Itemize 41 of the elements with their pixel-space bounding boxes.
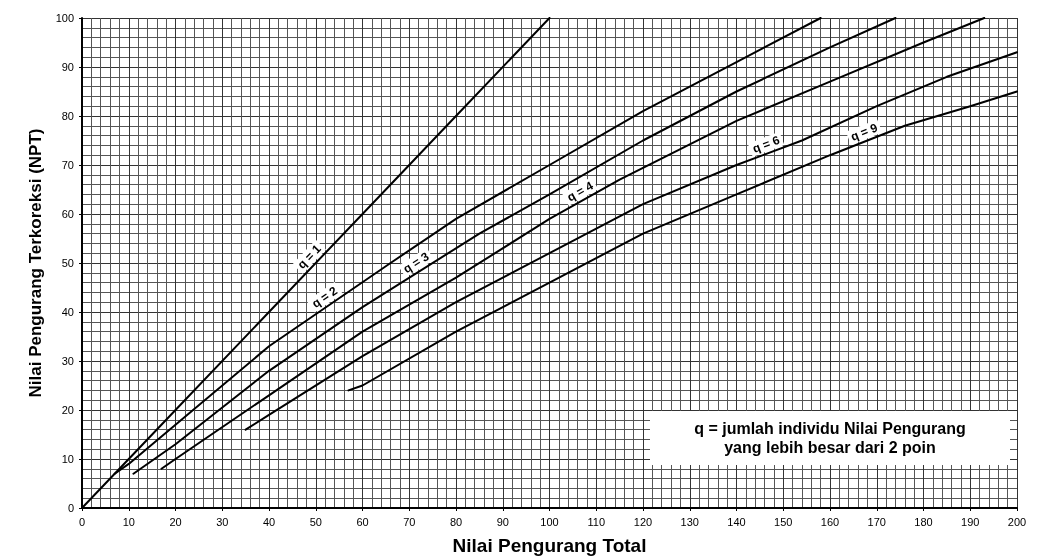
x-tick-label: 40 (262, 515, 276, 528)
y-tick-label: 100 (55, 12, 74, 24)
y-tick-label: 60 (61, 208, 74, 220)
text: q = 6 (750, 132, 782, 156)
text: q = 1 (294, 241, 325, 272)
x-axis-title: Nilai Pengurang Total (452, 535, 647, 556)
text: q = 4 (564, 178, 596, 205)
y-tick-label: 0 (67, 502, 74, 514)
text: q = 9 (848, 120, 880, 144)
y-tick-label: 10 (61, 453, 74, 465)
y-tick-label: 90 (61, 61, 74, 73)
x-tick-label: 100 (540, 515, 559, 528)
x-tick-label: 70 (403, 515, 416, 528)
y-tick-label: 30 (61, 355, 74, 367)
x-tick-label: 180 (914, 515, 933, 528)
x-tick-label: 80 (449, 515, 463, 528)
x-tick-label: 120 (633, 515, 653, 528)
x-tick-label: 160 (820, 515, 840, 528)
x-tick-label: 50 (309, 515, 322, 528)
x-tick-label: 90 (496, 515, 509, 528)
y-tick-label: 50 (61, 257, 74, 269)
x-tick-label: 170 (867, 515, 886, 528)
y-tick-label: 80 (61, 110, 74, 122)
x-tick-label: 30 (216, 515, 229, 528)
note-panel: q = jumlah individu Nilai Pengurang yang lebih besar dari 2 poin (650, 411, 1010, 465)
x-tick-label: 200 (1007, 515, 1027, 528)
y-tick-label: 20 (61, 404, 74, 416)
y-tick-label: 70 (61, 159, 74, 171)
text: q = 2 (309, 283, 341, 311)
x-tick-label: 10 (122, 515, 135, 528)
y-tick-label: 40 (61, 306, 74, 318)
x-tick-label: 130 (680, 515, 699, 528)
x-tick-label: 140 (727, 515, 746, 528)
text: q = 3 (400, 249, 432, 277)
x-tick-label: 110 (587, 515, 606, 528)
x-tick-label: 150 (774, 515, 793, 528)
x-tick-label: 0 (78, 515, 86, 528)
y-axis-title: Nilai Pengurang Terkoreksi (NPT) (26, 128, 45, 398)
x-tick-label: 60 (356, 515, 369, 528)
x-tick-label: 190 (961, 515, 980, 528)
x-tick-label: 20 (169, 515, 182, 528)
